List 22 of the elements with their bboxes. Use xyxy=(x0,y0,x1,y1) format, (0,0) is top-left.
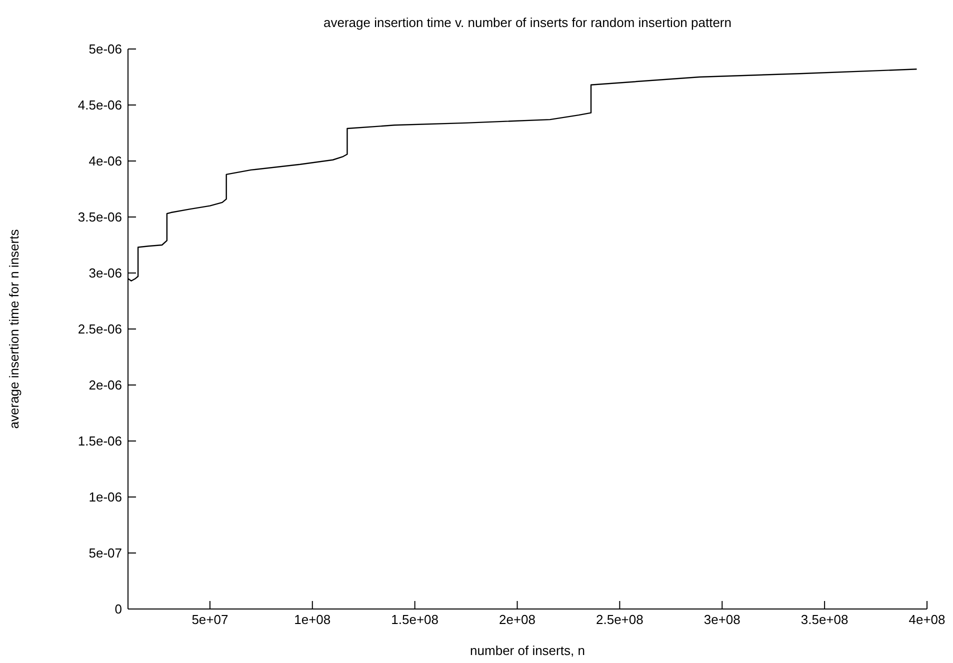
y-tick-label: 1.5e-06 xyxy=(78,434,122,449)
y-tick-label: 3e-06 xyxy=(88,266,122,281)
y-tick-label: 2e-06 xyxy=(88,378,122,393)
x-axis-title: number of inserts, n xyxy=(470,643,585,658)
x-tick-label: 3e+08 xyxy=(704,612,740,628)
y-tick-label: 0 xyxy=(114,602,122,617)
x-tick-label: 3.5e+08 xyxy=(800,612,848,628)
y-tick-label: 5e-06 xyxy=(88,42,122,57)
chart-title: average insertion time v. number of inserts for random insertion pattern xyxy=(322,15,732,30)
x-tick-label: 2e+08 xyxy=(499,612,536,628)
x-tick-label: 4e+08 xyxy=(908,612,946,628)
x-tick-label: 1.5e+08 xyxy=(391,612,438,628)
y-tick-label: 4.5e-06 xyxy=(78,98,122,113)
y-tick-label: 3.5e-06 xyxy=(78,210,122,225)
x-tick-label: 1e+08 xyxy=(294,612,331,628)
y-tick-label: 2.5e-06 xyxy=(78,322,122,337)
y-tick-label: 4e-06 xyxy=(88,154,122,169)
y-tick-label: 5e-07 xyxy=(88,546,122,561)
y-axis-title: average insertion time for n inserts xyxy=(6,228,22,429)
y-tick-label: 1e-06 xyxy=(88,490,122,505)
x-tick-label: 5e+07 xyxy=(192,612,228,628)
x-tick-label: 2.5e+08 xyxy=(596,612,644,628)
